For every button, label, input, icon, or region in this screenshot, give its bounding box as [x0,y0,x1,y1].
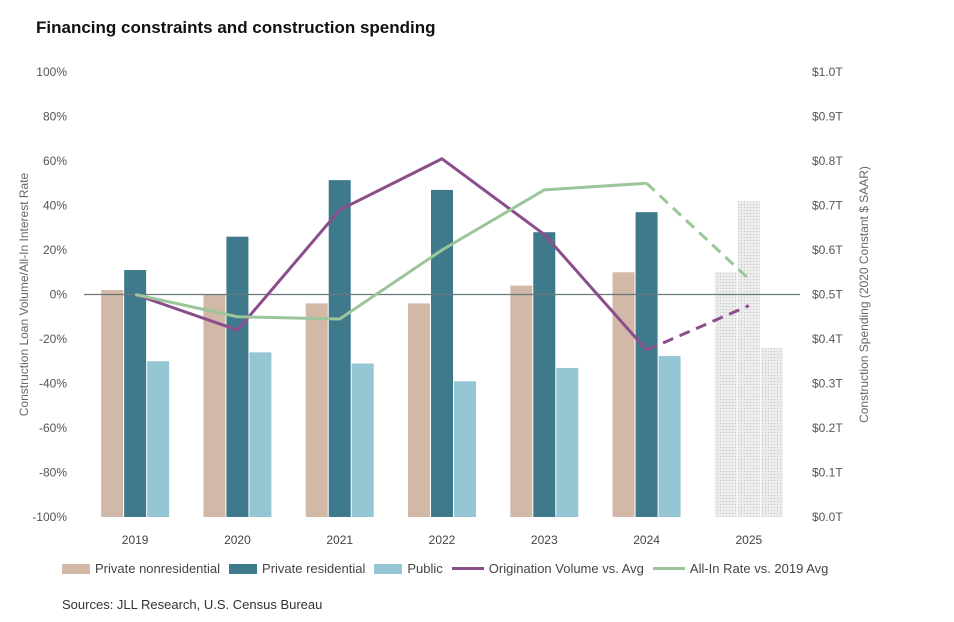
line-origination-projection [645,304,750,352]
x-tick-label: 2020 [224,533,251,547]
right-tick-label: $0.7T [812,199,843,213]
line-all-in-rate-projection [645,182,750,281]
legend-label-private-residential: Private residential [262,561,366,576]
bar-private-nonresidential [714,272,737,517]
bar-public [658,355,681,517]
bar-public [147,361,170,517]
left-tick-label: 0% [50,288,68,302]
bar-private-nonresidential [203,294,226,517]
right-tick-label: $1.0T [812,65,843,79]
legend: Private nonresidential Private residenti… [62,561,837,576]
x-tick-label: 2019 [122,533,149,547]
bar-public [454,381,476,517]
bar-private-residential [737,201,760,518]
bar-private-nonresidential [510,285,533,517]
legend-item-public: Public [374,561,443,576]
left-tick-label: -20% [39,332,67,346]
right-tick-label: $0.8T [812,154,843,168]
legend-item-private-residential: Private residential [229,561,365,576]
legend-swatch-public [374,563,403,574]
x-tick-label: 2023 [531,533,558,547]
left-tick-label: -80% [39,466,67,480]
left-tick-label: 80% [43,110,67,124]
bar-private-nonresidential [612,272,635,517]
left-tick-label: -40% [39,377,67,391]
legend-swatch-private-residential [229,563,258,574]
bar-private-residential [431,189,453,518]
legend-label-public: Public [407,561,443,576]
bar-public [249,352,272,517]
bar-private-residential [533,232,556,517]
chart-title: Financing constraints and construction s… [36,18,436,37]
bar-public [760,347,783,517]
legend-swatch-private-nonresidential [62,563,90,574]
bar-public [351,363,374,517]
legend-label-private-nonresidential: Private nonresidential [95,561,221,576]
legend-label-origination: Origination Volume vs. Avg [488,561,644,576]
legend-swatch-all-in-rate [652,567,685,570]
bar-private-residential [124,270,147,517]
right-tick-label: $0.3T [812,377,843,391]
left-tick-label: 100% [36,65,67,79]
right-tick-label: $0.6T [812,243,843,257]
x-tick-label: 2025 [736,533,763,547]
source-note: Sources: JLL Research, U.S. Census Burea… [62,597,323,612]
right-tick-label: $0.2T [812,421,843,435]
left-tick-label: 60% [43,154,67,168]
bar-private-residential [226,236,249,517]
bar-private-nonresidential [101,290,124,517]
legend-item-origination: Origination Volume vs. Avg [451,561,644,576]
right-axis-title: Construction Spending (2020 Constant $ S… [857,166,871,423]
x-tick-label: 2021 [326,533,353,547]
line-all-in-rate [134,181,647,321]
line-origination [134,157,648,352]
legend-item-all-in-rate: All-In Rate vs. 2019 Avg [652,561,829,576]
x-tick-label: 2022 [429,533,456,547]
left-tick-label: 20% [43,243,67,257]
bar-private-nonresidential [305,303,328,517]
left-tick-label: -100% [32,510,67,524]
right-tick-label: $0.0T [812,510,843,524]
right-tick-label: $0.5T [812,288,843,302]
bar-public [556,367,579,517]
x-tick-label: 2024 [633,533,660,547]
legend-swatch-origination [451,567,484,570]
bar-private-nonresidential [408,303,430,517]
bar-private-residential [328,180,351,517]
left-tick-label: -60% [39,421,67,435]
right-tick-label: $0.9T [812,110,843,124]
left-tick-label: 40% [43,199,67,213]
right-tick-label: $0.1T [812,466,843,480]
chart-plot: 100% 80% 60% 40% 20% 0% -20% -40% -60% -80% -100% $… [17,65,871,547]
right-tick-label: $0.4T [812,332,843,346]
bar-private-residential [635,212,658,518]
left-axis-title: Construction Loan Volume/All-In Interest… [17,172,31,416]
legend-item-private-nonresidential: Private nonresidential [62,561,220,576]
legend-label-all-in-rate: All-In Rate vs. 2019 Avg [689,561,829,576]
